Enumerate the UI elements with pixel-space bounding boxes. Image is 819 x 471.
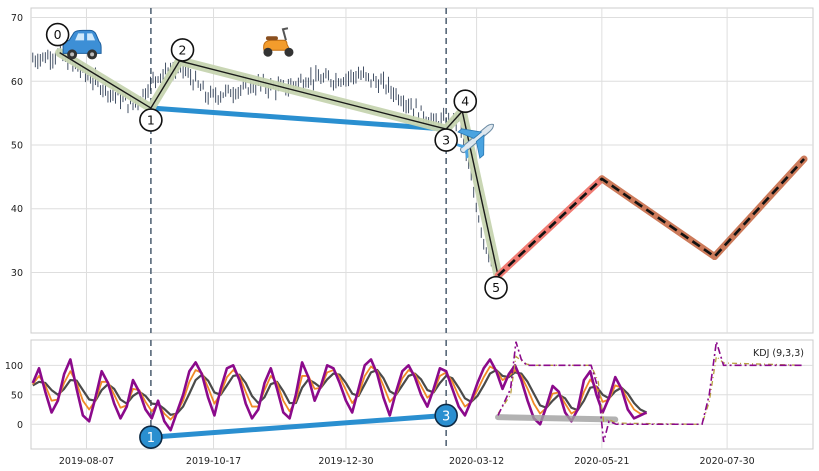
kdj-y-tick-label: 50 — [11, 390, 23, 401]
price-y-tick-label: 30 — [11, 268, 23, 279]
projection-dashed-line — [497, 158, 806, 277]
kdj-trend-label: 1 — [147, 431, 155, 446]
wave-point-marker — [484, 275, 508, 300]
wave-point-label: 1 — [147, 113, 155, 128]
kdj-lines — [31, 358, 648, 432]
price-trend-segment — [148, 105, 449, 132]
scooter-seat — [265, 36, 278, 41]
wave-point-marker — [434, 128, 458, 152]
price-vertical-markers — [150, 8, 447, 333]
wave-line-path — [59, 52, 499, 276]
scooter-icon — [263, 27, 294, 57]
wave-point-label: 2 — [179, 42, 187, 57]
wave-point-label: 0 — [54, 27, 62, 42]
price-y-tick-labels: 30 40 50 60 70 — [11, 13, 23, 279]
kdj-trend-segment — [148, 412, 449, 440]
airplane-wings — [457, 128, 485, 159]
wave-point-labels: 0 1 2 3 4 5 — [45, 22, 508, 300]
kdj-d-line — [32, 368, 648, 416]
wave-line — [59, 52, 499, 276]
x-tick-label: 2019-08-07 — [59, 456, 114, 467]
car-icon — [62, 29, 102, 60]
price-y-gridlines — [31, 17, 813, 273]
projection-path — [494, 155, 808, 280]
wave-point-marker — [45, 22, 70, 47]
kdj-trend-label: 3 — [442, 409, 450, 424]
kdj-y-tick-label: 0 — [17, 420, 23, 431]
wave-point-label: 5 — [492, 280, 500, 295]
scooter-handle — [281, 27, 289, 41]
kdj-trend-marker — [139, 425, 163, 449]
price-x-gridlines — [85, 8, 728, 333]
wave-point-label: 3 — [442, 133, 450, 148]
price-y-tick-label: 50 — [11, 141, 23, 152]
kdj-projection-j — [497, 341, 805, 443]
price-panel-frame — [30, 7, 814, 334]
kdj-legend: KDJ (9,3,3) — [753, 348, 804, 359]
kdj-y-tick-label: 100 — [5, 361, 23, 372]
kdj-y-tick-labels: 0 50 100 — [5, 361, 23, 431]
kdj-tail-band — [495, 414, 619, 423]
airplane-fuselage — [460, 123, 494, 154]
car-hub — [70, 52, 75, 57]
wave-point-label: 4 — [461, 94, 469, 109]
car-hub — [90, 52, 95, 57]
kdj-projection — [497, 341, 805, 443]
price-y-tick-label: 40 — [11, 204, 23, 215]
price-panel: 30 40 50 60 70 0 1 2 3 4 5 — [11, 7, 814, 334]
kdj-projection-k — [497, 355, 805, 425]
price-y-tick-label: 60 — [11, 77, 23, 88]
scooter-wheel — [263, 47, 273, 57]
x-tick-label: 2020-05-21 — [574, 456, 629, 467]
wave-point-marker — [139, 108, 163, 132]
x-tick-label: 2019-10-17 — [186, 456, 241, 467]
wave-point-marker — [453, 89, 478, 114]
car-windows — [75, 33, 96, 41]
x-tick-label: 2020-07-30 — [699, 456, 754, 467]
x-tick-labels: 2019-08-07 2019-10-17 2019-12-30 2020-03-12… — [59, 456, 755, 467]
kdj-trend-line: 13 — [139, 403, 458, 449]
scooter-body — [263, 39, 291, 51]
kdj-trend-marker — [434, 403, 458, 428]
wave-point-marker — [170, 38, 195, 62]
kdj-j-line — [31, 358, 648, 432]
price-trend-line — [148, 105, 449, 132]
price-icons — [62, 27, 494, 160]
scooter-wheel — [284, 47, 294, 57]
x-tick-label: 2020-03-12 — [449, 456, 504, 467]
x-tick-label: 2019-12-30 — [318, 456, 373, 467]
price-y-tick-label: 70 — [11, 13, 23, 24]
airplane-icon — [454, 123, 494, 160]
